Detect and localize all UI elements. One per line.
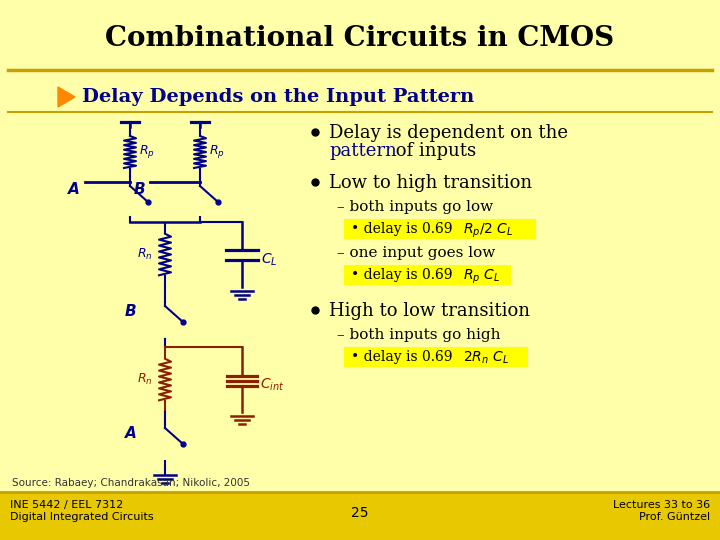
Text: Delay is dependent on the: Delay is dependent on the — [329, 124, 568, 142]
Text: – both inputs go high: – both inputs go high — [337, 328, 500, 342]
FancyBboxPatch shape — [344, 219, 536, 239]
Text: • delay is 0.69: • delay is 0.69 — [351, 350, 457, 364]
Text: A: A — [125, 427, 137, 442]
Text: – both inputs go low: – both inputs go low — [337, 200, 493, 214]
Text: Combinational Circuits in CMOS: Combinational Circuits in CMOS — [105, 24, 615, 51]
Text: $C_L$: $C_L$ — [261, 251, 277, 268]
Text: Delay Depends on the Input Pattern: Delay Depends on the Input Pattern — [82, 88, 474, 106]
Text: B: B — [125, 305, 137, 320]
Text: Low to high transition: Low to high transition — [329, 174, 532, 192]
FancyBboxPatch shape — [344, 265, 511, 285]
Text: Lectures 33 to 36
Prof. Güntzel: Lectures 33 to 36 Prof. Güntzel — [613, 500, 710, 522]
Text: A: A — [68, 183, 80, 198]
Text: • delay is 0.69: • delay is 0.69 — [351, 268, 457, 282]
Polygon shape — [58, 87, 75, 107]
Text: pattern: pattern — [329, 142, 397, 160]
Text: $R_p\ C_L$: $R_p\ C_L$ — [463, 268, 500, 286]
Text: $C_{int}$: $C_{int}$ — [260, 376, 284, 393]
Text: INE 5442 / EEL 7312
Digital Integrated Circuits: INE 5442 / EEL 7312 Digital Integrated C… — [10, 500, 153, 522]
Text: of inputs: of inputs — [390, 142, 476, 160]
Text: • delay is 0.69: • delay is 0.69 — [351, 222, 457, 236]
FancyBboxPatch shape — [0, 492, 720, 540]
Text: $R_p/2\ C_L$: $R_p/2\ C_L$ — [463, 222, 513, 240]
Text: B: B — [133, 183, 145, 198]
Text: High to low transition: High to low transition — [329, 302, 530, 320]
Text: $2R_n\ C_L$: $2R_n\ C_L$ — [463, 350, 509, 367]
FancyBboxPatch shape — [344, 347, 528, 367]
Text: $R_p$: $R_p$ — [209, 144, 225, 160]
Text: – one input goes low: – one input goes low — [337, 246, 495, 260]
Text: $R_n$: $R_n$ — [137, 247, 153, 262]
Text: Source: Rabaey; Chandrakasan; Nikolic, 2005: Source: Rabaey; Chandrakasan; Nikolic, 2… — [12, 478, 250, 488]
Text: $R_n$: $R_n$ — [137, 372, 153, 387]
Text: 25: 25 — [351, 506, 369, 520]
Text: $R_p$: $R_p$ — [139, 144, 155, 160]
